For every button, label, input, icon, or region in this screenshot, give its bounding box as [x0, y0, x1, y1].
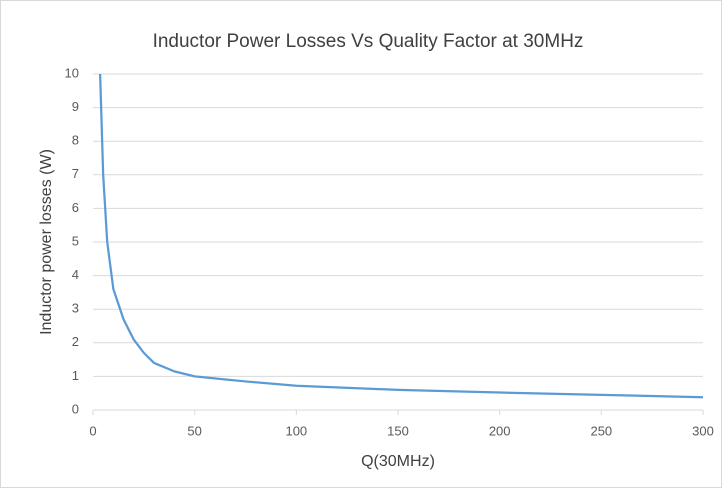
x-tick-label: 200: [489, 423, 511, 438]
y-tick-label: 7: [72, 166, 79, 181]
y-tick-label: 4: [72, 267, 79, 282]
x-tick-label: 250: [590, 423, 612, 438]
y-tick-label: 2: [72, 334, 79, 349]
y-tick-label: 3: [72, 301, 79, 316]
y-tick-label: 10: [65, 65, 79, 80]
data-line: [98, 73, 704, 399]
y-tick-label: 0: [72, 401, 79, 416]
x-tick-label: 150: [387, 423, 409, 438]
x-tick-label: 0: [89, 423, 96, 438]
x-axis-label: Q(30MHz): [361, 453, 435, 470]
y-tick-label: 6: [72, 200, 79, 215]
y-axis-label: Inductor power losses (W): [38, 149, 55, 335]
x-tick-label: 50: [187, 423, 201, 438]
y-tick-label: 9: [72, 99, 79, 114]
chart-title: Inductor Power Losses Vs Quality Factor …: [153, 31, 584, 52]
x-tick-label: 100: [285, 423, 307, 438]
x-tick-label: 300: [692, 423, 714, 438]
y-tick-label: 5: [72, 233, 79, 248]
y-tick-label: 1: [72, 368, 79, 383]
y-tick-label: 8: [72, 133, 79, 148]
